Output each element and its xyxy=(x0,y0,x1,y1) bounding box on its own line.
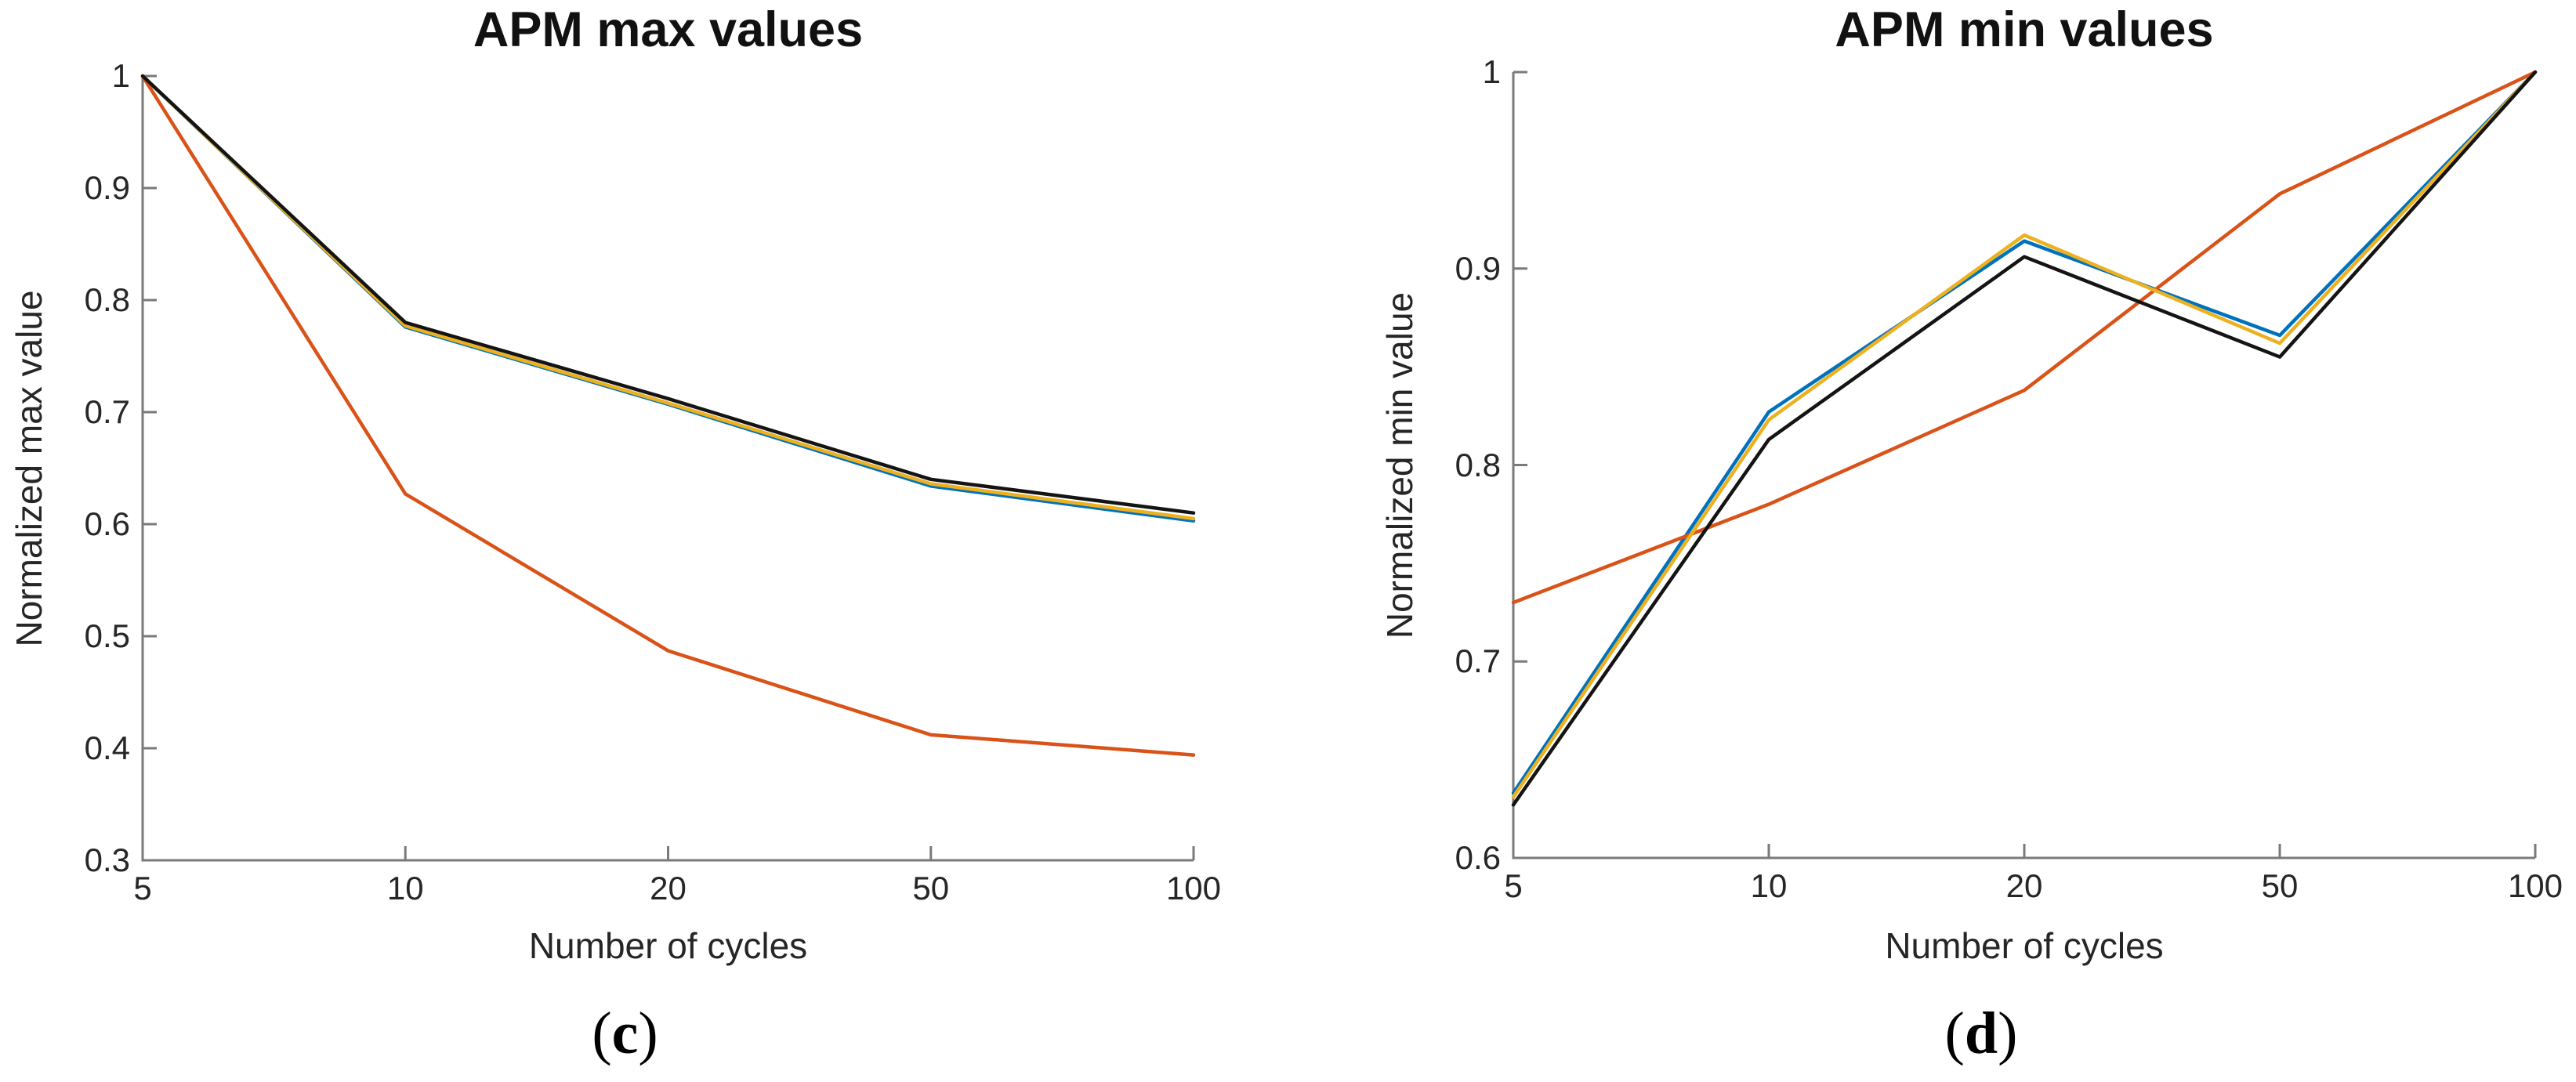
y-tick-label: 0.8 xyxy=(84,281,130,318)
y-tick-label: 0.4 xyxy=(84,729,130,766)
y-tick-label: 0.3 xyxy=(84,841,130,878)
chart-title: APM max values xyxy=(473,2,864,57)
x-tick-label: 50 xyxy=(912,870,950,906)
y-tick-label: 0.9 xyxy=(1455,249,1501,287)
x-tick-label: 50 xyxy=(2261,867,2299,904)
caption-letter: d xyxy=(1964,1001,1998,1066)
chart-apm-max: APM max values Normalized max value 0.3 0… xyxy=(9,2,1222,1068)
y-tick-label: 0.6 xyxy=(84,505,130,542)
x-tick-label: 20 xyxy=(2005,867,2043,904)
x-axis-label: Number of cycles xyxy=(1885,925,2164,966)
chart-title: APM min values xyxy=(1835,2,2214,57)
caption-paren-open: ( xyxy=(592,1001,612,1066)
series-line-orange xyxy=(140,74,1196,757)
axis-spines xyxy=(1512,72,2535,859)
series-line-black xyxy=(140,74,1196,515)
x-tick-label: 5 xyxy=(1504,867,1523,904)
caption-paren-open: ( xyxy=(1944,1001,1965,1066)
x-axis-label: Number of cycles xyxy=(528,925,808,966)
subfigure-caption: (c) xyxy=(469,1000,782,1068)
y-tick-label: 0.8 xyxy=(1455,446,1501,483)
y-tick-label: 1 xyxy=(1482,53,1501,90)
series-line-blue xyxy=(140,74,1196,523)
caption-paren-close: ) xyxy=(638,1001,658,1066)
x-tick-label: 10 xyxy=(1750,867,1788,904)
chart-apm-min: APM min values Normalized min value 0.6 0… xyxy=(1288,0,2576,1082)
series-line-orange xyxy=(1511,70,2538,605)
x-tick-label: 10 xyxy=(386,870,424,906)
series-line-yellow xyxy=(140,74,1196,521)
series-line-yellow xyxy=(1511,70,2538,799)
caption-paren-close: ) xyxy=(1998,1001,2018,1066)
caption-letter: c xyxy=(611,1001,639,1066)
x-tick-label: 20 xyxy=(650,870,687,906)
subfigure-caption: (d) xyxy=(1824,1000,2138,1068)
y-tick-label: 1 xyxy=(111,57,130,94)
y-tick-label: 0.5 xyxy=(84,617,130,654)
y-tick-label: 0.6 xyxy=(1455,839,1501,876)
y-tick-label: 0.9 xyxy=(84,169,130,206)
y-tick-label: 0.7 xyxy=(1455,642,1501,680)
x-tick-label: 100 xyxy=(2507,867,2563,904)
y-tick-label: 0.7 xyxy=(84,393,130,430)
x-tick-label: 100 xyxy=(1165,870,1222,906)
x-tick-label: 5 xyxy=(133,870,152,906)
series-line-blue xyxy=(1511,70,2538,795)
plot-area xyxy=(1511,70,2538,859)
series-line-black xyxy=(1511,70,2538,807)
plot-area xyxy=(140,74,1196,862)
